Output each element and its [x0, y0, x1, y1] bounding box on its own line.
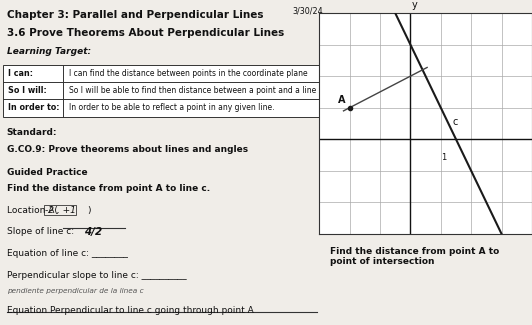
Text: In order to be able to reflect a point in any given line.: In order to be able to reflect a point i…: [69, 103, 275, 112]
Text: Slope of line c:: Slope of line c:: [6, 227, 79, 236]
Text: ): ): [87, 206, 91, 214]
Text: So I will:: So I will:: [9, 86, 47, 95]
Text: G.CO.9: Prove theorems about lines and angles: G.CO.9: Prove theorems about lines and a…: [6, 145, 248, 154]
Text: -2 , +1: -2 , +1: [45, 206, 76, 214]
Text: So I will be able to find then distance between a point and a line: So I will be able to find then distance …: [69, 86, 317, 95]
Text: y: y: [412, 0, 418, 10]
Text: 3/30/24: 3/30/24: [293, 6, 323, 16]
Text: Find the distance from point A to line c.: Find the distance from point A to line c…: [6, 185, 210, 193]
Text: Find the distance from point A to
point of intersection: Find the distance from point A to point …: [330, 247, 499, 266]
Bar: [3, 65, 323, 117]
Text: c: c: [453, 117, 459, 127]
Text: In order to:: In order to:: [9, 103, 60, 112]
Text: A: A: [337, 95, 345, 105]
Text: Equation of line c: ________: Equation of line c: ________: [6, 249, 128, 258]
Text: Learning Target:: Learning Target:: [6, 47, 91, 56]
Text: Guided Practice: Guided Practice: [6, 168, 87, 177]
Text: Chapter 3: Parallel and Perpendicular Lines: Chapter 3: Parallel and Perpendicular Li…: [6, 10, 263, 20]
Text: 3.6 Prove Theorems About Perpendicular Lines: 3.6 Prove Theorems About Perpendicular L…: [6, 28, 284, 38]
Text: pendiente perpendicular de la linea c: pendiente perpendicular de la linea c: [6, 288, 143, 294]
Text: 4/2: 4/2: [84, 227, 102, 237]
Text: I can find the distance between points in the coordinate plane: I can find the distance between points i…: [69, 69, 308, 78]
Text: Equation Perpendicular to line c going through point A: Equation Perpendicular to line c going t…: [6, 306, 253, 315]
Text: I can:: I can:: [9, 69, 33, 78]
Text: Perpendicular slope to line c: __________: Perpendicular slope to line c: _________…: [6, 271, 186, 280]
Text: Standard:: Standard:: [6, 128, 57, 137]
Text: 1: 1: [441, 153, 446, 162]
Text: Location A(: Location A(: [6, 206, 57, 214]
